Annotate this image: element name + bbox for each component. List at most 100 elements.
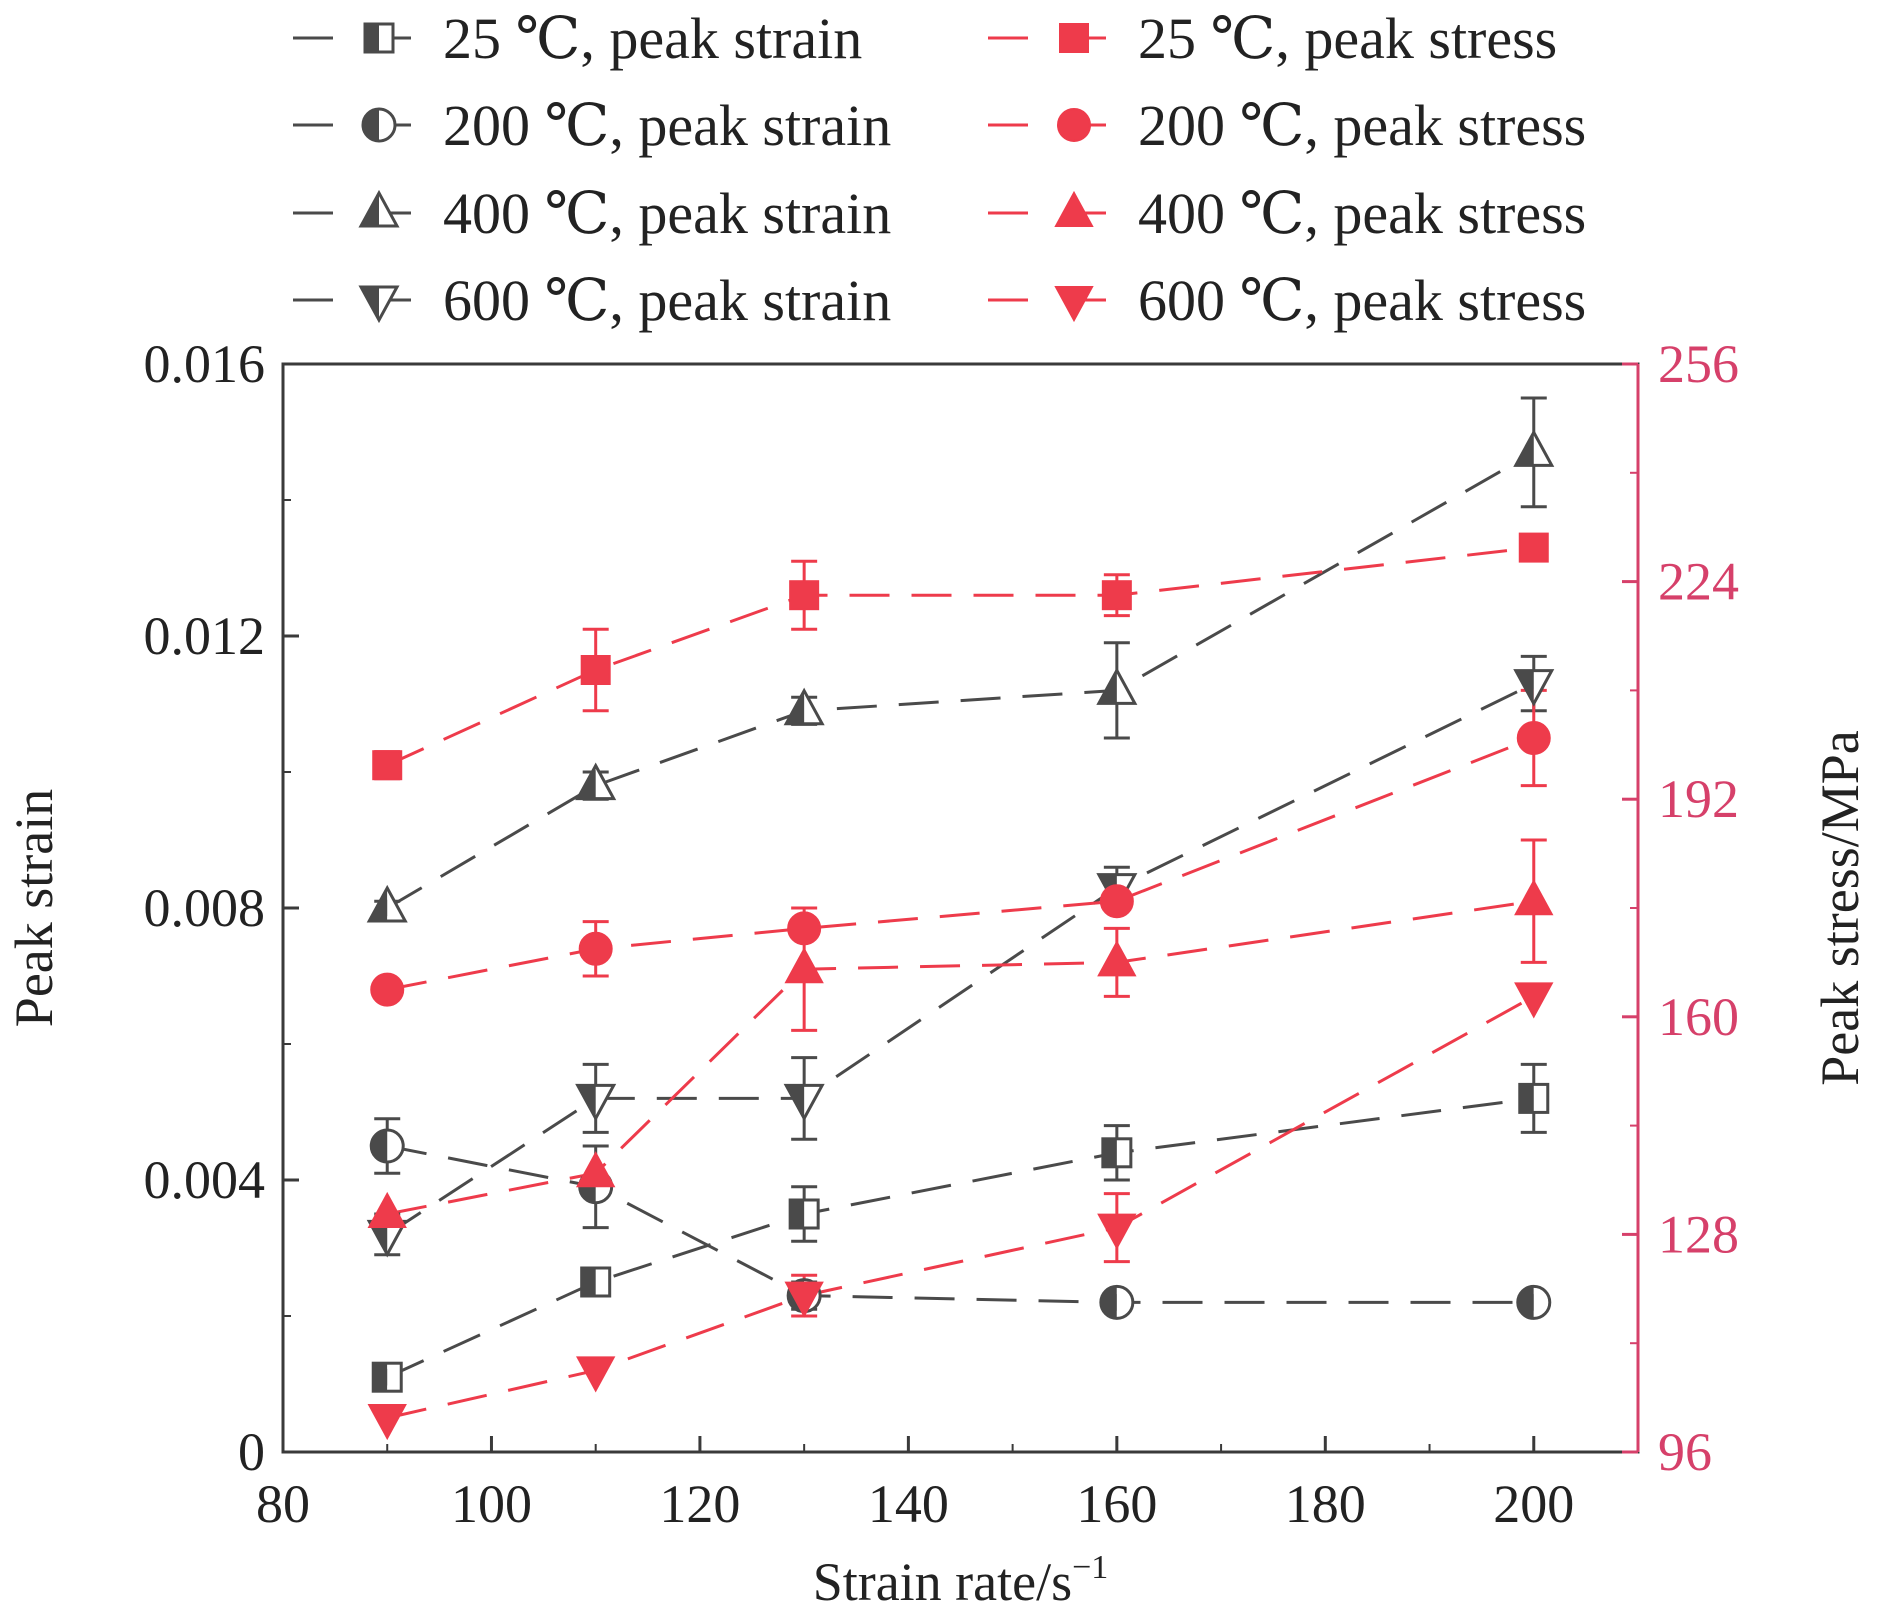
markers [366,429,1555,1441]
legend-label: 400 ℃, peak strain [443,181,891,246]
legend-label: 25 ℃, peak strain [443,6,862,71]
data-point [370,972,405,1007]
legend-marker [358,189,400,228]
data-point [1099,884,1134,919]
data-point [1513,429,1555,467]
data-point [1096,667,1138,705]
data-point [578,931,613,966]
legend-entry: 25 ℃, peak strain [293,6,862,71]
data-point [369,1128,405,1164]
data-point [367,1191,407,1228]
data-point [783,1083,825,1122]
data-point [576,1356,616,1393]
x-tick-label: 160 [1076,1474,1157,1534]
series-line-3 [386,682,1535,1236]
x-tick-label: 100 [451,1474,532,1534]
legend-marker [358,285,400,324]
series-lines [386,451,1535,1420]
data-point [788,1198,820,1230]
legend-entry: 200 ℃, peak strain [293,93,891,158]
data-point [580,655,611,685]
y-tick-label: 0.016 [144,334,266,394]
data-point [1516,1284,1552,1320]
legend-entry: 400 ℃, peak stress [988,181,1586,246]
series-line-4 [386,546,1534,767]
data-point [1101,580,1132,611]
series-line-5 [386,736,1535,992]
data-point [1513,669,1555,707]
y-axis-label-right: Peak stress/MPa [1810,730,1870,1086]
data-point [783,687,825,726]
legend-label: 600 ℃, peak stress [1138,268,1586,333]
data-point [1101,1137,1133,1169]
legend-label: 400 ℃, peak stress [1138,181,1586,246]
y2-tick-label: 128 [1658,1204,1739,1264]
y-tick-label: 0.012 [144,606,266,666]
x-tick-label: 180 [1285,1474,1366,1534]
series-line-7 [386,995,1535,1420]
legend-marker [1059,23,1089,53]
y-axis-label-left: Peak strain [4,789,64,1027]
y2-tick-label: 96 [1658,1422,1712,1482]
data-point [580,1266,612,1298]
y-tick-label: 0 [238,1422,265,1482]
data-point [575,762,617,801]
data-point [789,580,820,611]
plot-area: 80 100 120 140 160 180 200 0 0.004 0.008 0.012 0.0… [144,334,1740,1534]
data-point [1518,1082,1550,1114]
data-point [372,750,403,781]
y-axis-left: 0 0.004 0.008 0.012 0.016 [144,334,299,1482]
data-point [1518,532,1549,563]
y2-tick-label: 256 [1658,334,1739,394]
legend-marker [1054,190,1094,227]
y-axis-right: 96 128 160 192 224 256 [1622,334,1739,1482]
data-point [1097,1213,1137,1250]
y-tick-label: 0.008 [144,878,266,938]
legend-entry: 200 ℃, peak stress [988,93,1586,158]
series-line-6 [386,899,1534,1216]
series-line-2 [386,451,1535,910]
legend-marker [361,107,397,143]
legend-label: 200 ℃, peak stress [1138,93,1586,158]
x-tick-label: 120 [659,1474,740,1534]
data-point [1514,982,1554,1019]
legend-entry: 600 ℃, peak stress [988,268,1586,333]
data-point [367,1404,407,1441]
series-line-1 [386,1144,1534,1304]
y2-tick-label: 160 [1658,987,1739,1047]
data-point [371,1361,403,1393]
data-point [1516,721,1551,755]
data-point [576,1151,616,1188]
data-point [366,884,408,923]
x-axis-label-text: Strain rate/s [813,1552,1072,1612]
data-point [1514,879,1554,916]
x-axis-label: Strain rate/s−1 [813,1549,1109,1612]
series-line-0 [386,1096,1534,1379]
legend-label: 25 ℃, peak stress [1138,6,1557,71]
legend-marker [1057,108,1091,142]
data-point [784,1281,824,1318]
y2-tick-label: 192 [1658,769,1739,829]
legend: 25 ℃, peak strain 200 ℃, peak strain 400 ℃… [293,6,1586,333]
x-axis: 80 100 120 140 160 180 200 [256,1436,1639,1534]
legend-label: 200 ℃, peak strain [443,93,891,158]
y-tick-label: 0.004 [144,1150,266,1210]
y2-tick-label: 224 [1658,552,1739,612]
legend-marker [1054,286,1094,323]
x-tick-label: 80 [256,1474,310,1534]
legend-entry: 400 ℃, peak strain [293,181,891,246]
legend-entry: 25 ℃, peak stress [988,6,1557,71]
data-point [784,947,824,984]
x-axis-label-superscript: −1 [1072,1549,1108,1586]
legend-label: 600 ℃, peak strain [443,268,891,333]
data-point [787,911,822,946]
data-point [575,1083,617,1122]
x-tick-label: 140 [868,1474,949,1534]
legend-marker [363,22,395,54]
legend-entry: 600 ℃, peak strain [293,268,891,333]
data-point [1097,940,1137,977]
data-point [1099,1284,1135,1320]
x-tick-label: 200 [1493,1474,1574,1534]
plot-frame [281,362,1640,1454]
